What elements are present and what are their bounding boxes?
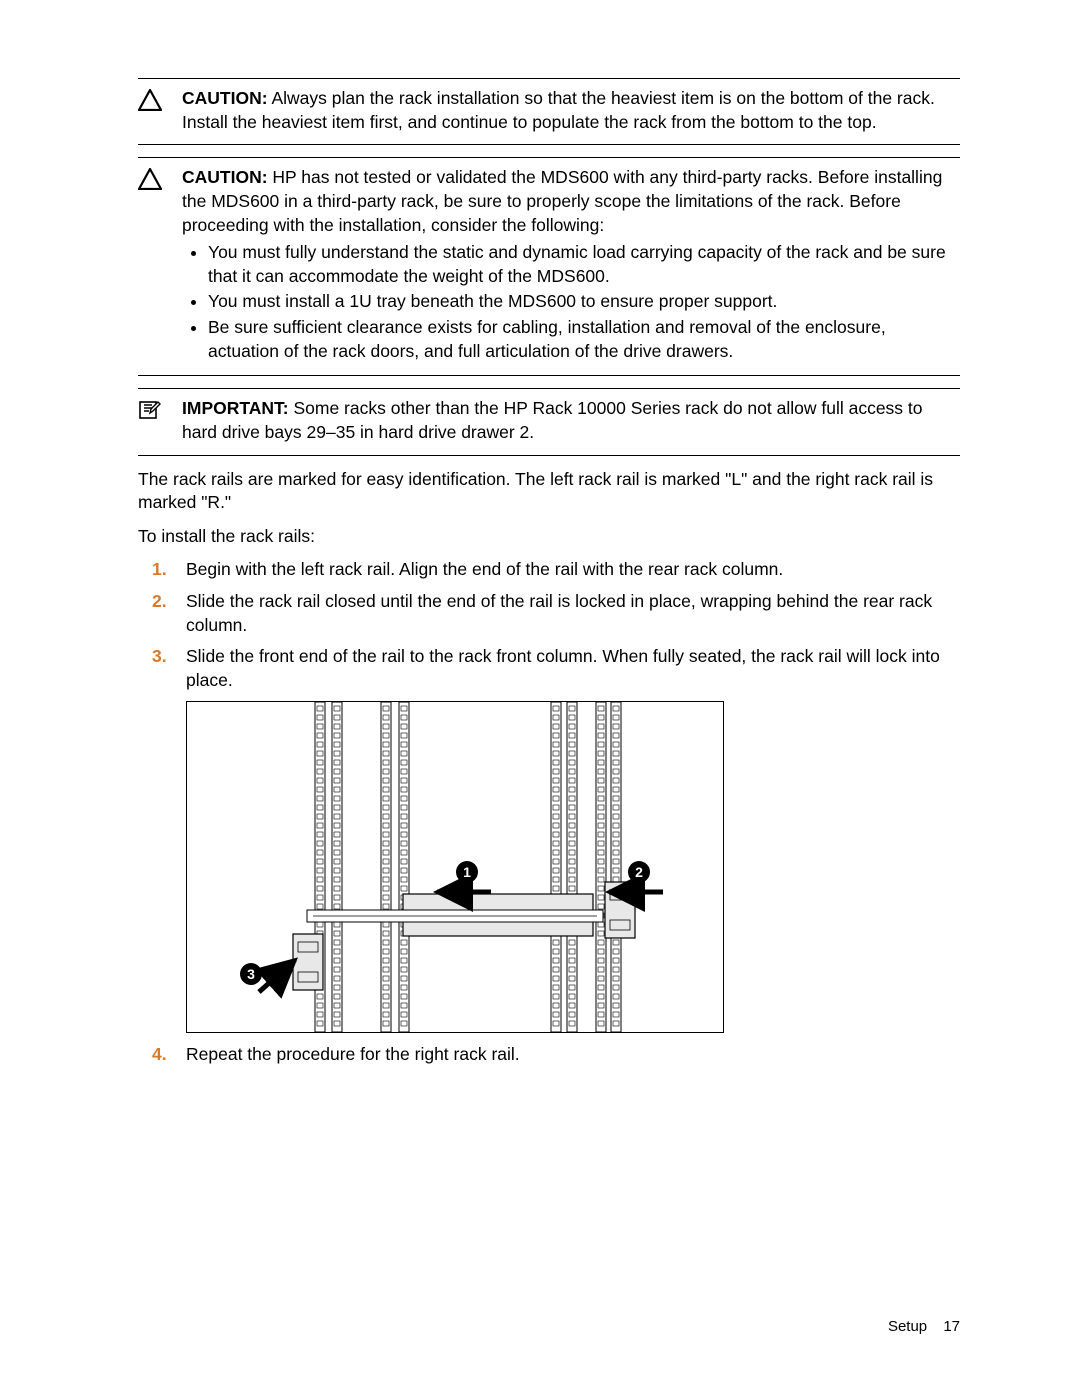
- install-steps-list-cont: Repeat the procedure for the right rack …: [138, 1043, 960, 1067]
- callout-bullet: You must install a 1U tray beneath the M…: [208, 290, 960, 314]
- svg-text:2: 2: [635, 864, 643, 880]
- document-page: CAUTION: Always plan the rack installati…: [0, 0, 1080, 1397]
- callout-bullet: Be sure sufficient clearance exists for …: [208, 316, 960, 363]
- important-note-icon: [138, 397, 182, 444]
- callout-label: IMPORTANT:: [182, 398, 289, 418]
- step-item: Begin with the left rack rail. Align the…: [138, 558, 960, 582]
- caution-callout-2: CAUTION: HP has not tested or validated …: [138, 157, 960, 376]
- callout-label: CAUTION:: [182, 167, 268, 187]
- svg-text:1: 1: [463, 864, 471, 880]
- step-item: Slide the front end of the rail to the r…: [138, 645, 960, 692]
- caution-triangle-icon: [138, 166, 182, 365]
- svg-text:3: 3: [247, 966, 255, 982]
- step-item: Repeat the procedure for the right rack …: [138, 1043, 960, 1067]
- callout-text: Some racks other than the HP Rack 10000 …: [182, 398, 923, 442]
- callout-body: CAUTION: HP has not tested or validated …: [182, 166, 960, 365]
- callout-bullet-list: You must fully understand the static and…: [182, 241, 960, 363]
- footer-page-number: 17: [943, 1318, 960, 1335]
- rack-rail-figure: 1 2 3: [186, 701, 724, 1033]
- caution-triangle-icon: [138, 87, 182, 134]
- callout-body: CAUTION: Always plan the rack installati…: [182, 87, 960, 134]
- page-footer: Setup 17: [888, 1317, 960, 1337]
- callout-text: Always plan the rack installation so tha…: [182, 88, 935, 132]
- caution-callout-1: CAUTION: Always plan the rack installati…: [138, 78, 960, 145]
- install-steps-list: Begin with the left rack rail. Align the…: [138, 558, 960, 692]
- callout-text: HP has not tested or validated the MDS60…: [182, 167, 942, 234]
- callout-bullet: You must fully understand the static and…: [208, 241, 960, 288]
- step-item: Slide the rack rail closed until the end…: [138, 590, 960, 637]
- footer-section: Setup: [888, 1318, 927, 1335]
- important-callout: IMPORTANT: Some racks other than the HP …: [138, 388, 960, 455]
- body-paragraph: To install the rack rails:: [138, 525, 960, 549]
- callout-label: CAUTION:: [182, 88, 268, 108]
- body-paragraph: The rack rails are marked for easy ident…: [138, 468, 960, 515]
- callout-body: IMPORTANT: Some racks other than the HP …: [182, 397, 960, 444]
